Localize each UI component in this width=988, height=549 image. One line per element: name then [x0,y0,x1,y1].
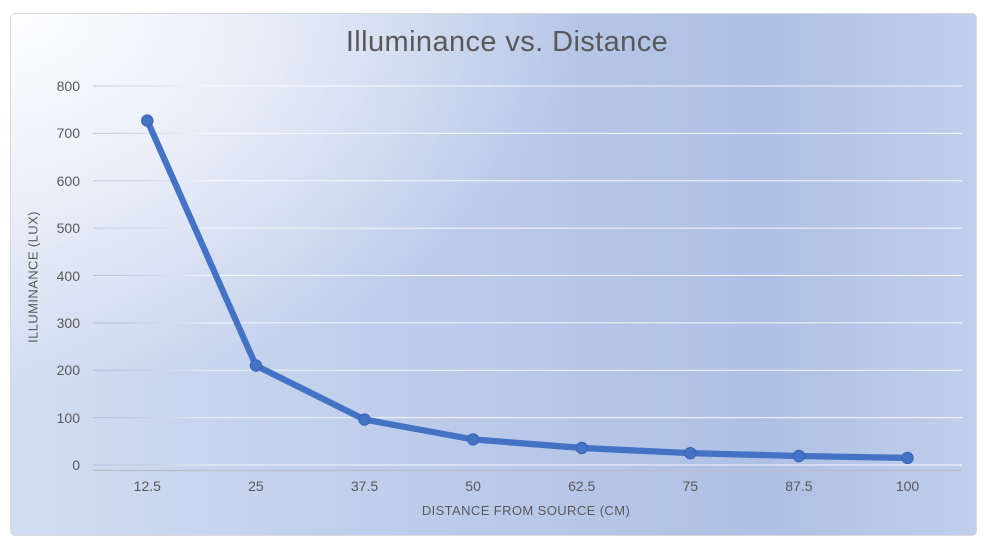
y-tick-label: 200 [56,362,80,379]
data-point-marker[interactable] [901,451,914,465]
y-tick-label: 700 [56,125,80,142]
y-tick-label: 300 [56,314,80,331]
y-tick-label: 0 [72,457,80,473]
y-tick-label: 800 [56,78,80,94]
data-point-marker[interactable] [466,433,480,446]
data-point-marker[interactable] [575,441,588,455]
data-point-marker[interactable] [141,114,154,127]
x-axis-title[interactable]: DISTANCE FROM SOURCE (CM) [421,503,631,518]
y-tick-label: 500 [56,220,80,237]
data-point-marker[interactable] [358,413,371,426]
data-point-marker[interactable] [792,449,806,463]
x-tick-label: 25 [248,478,264,494]
x-tick-label: 12.5 [133,478,161,494]
x-tick-label: 75 [682,478,699,494]
x-tick-label: 37.5 [350,478,379,494]
y-tick-label: 100 [56,409,80,426]
chart-area[interactable] [10,13,977,536]
data-point-marker[interactable] [249,359,263,372]
series-line[interactable] [144,117,911,462]
y-tick-label: 400 [56,267,80,284]
x-tick-label: 87.5 [785,478,813,494]
data-point-marker[interactable] [684,446,697,460]
x-tick-label: 100 [895,478,920,494]
x-tick-label: 50 [465,478,481,494]
chart-title[interactable]: Illuminance vs. Distance [345,26,669,58]
y-tick-label: 600 [56,172,80,189]
x-tick-label: 62.5 [568,478,596,494]
